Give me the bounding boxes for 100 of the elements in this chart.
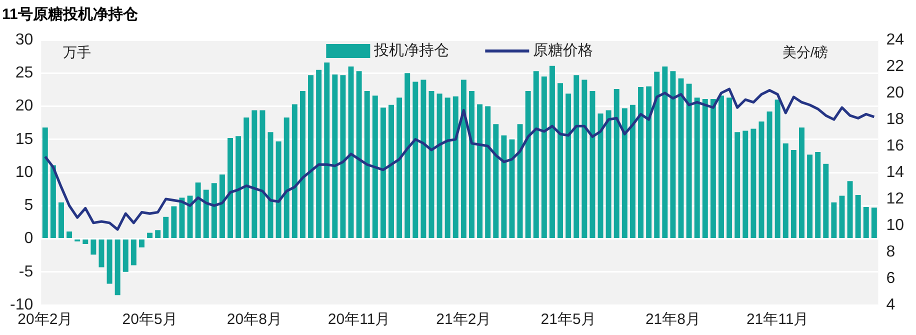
bar [622, 108, 628, 238]
bar [654, 72, 660, 238]
bar [807, 154, 813, 238]
y2-tick-label: 4 [886, 296, 896, 314]
bar [284, 118, 290, 238]
bar [219, 174, 225, 238]
bar [203, 190, 209, 238]
bar [98, 240, 104, 268]
bar [412, 82, 418, 238]
bar [372, 96, 378, 238]
bar [106, 240, 112, 284]
bar [517, 124, 523, 238]
y-axis-title: 万手 [63, 44, 92, 60]
bar [469, 91, 474, 238]
bar [662, 66, 668, 238]
y2-tick-label: 8 [886, 243, 896, 260]
x-tick-label: 21年11月 [746, 311, 809, 328]
bar [460, 80, 466, 238]
y2-axis-title: 美分/磅 [782, 44, 828, 60]
bar [171, 206, 177, 238]
legend-label: 投机净持仓 [373, 42, 450, 60]
bar [509, 139, 515, 238]
bar [324, 62, 330, 238]
bar [348, 66, 354, 238]
y-tick-label: -5 [18, 263, 34, 280]
x-tick-label: 21年2月 [436, 311, 492, 328]
bar [396, 98, 402, 238]
bar [541, 76, 547, 238]
bar [252, 110, 258, 238]
x-tick-label: 20年11月 [328, 311, 390, 328]
x-tick-label: 20年8月 [226, 311, 282, 328]
bar [364, 91, 370, 238]
bar [50, 165, 56, 238]
bar [340, 75, 346, 238]
bar [316, 70, 322, 238]
bar [163, 216, 169, 238]
bar [420, 80, 426, 238]
bar [871, 208, 877, 238]
bar [388, 104, 394, 238]
bar [790, 150, 796, 238]
y2-tick-label: 14 [886, 164, 904, 181]
y-tick-label: 5 [24, 197, 34, 214]
bar [549, 66, 555, 238]
bar [702, 98, 708, 238]
bar [582, 80, 588, 238]
bar [292, 104, 298, 238]
y-tick-label: 15 [15, 130, 34, 148]
x-tick-label: 20年5月 [122, 311, 178, 328]
y2-tick-label: 16 [886, 137, 904, 154]
bar [147, 232, 153, 238]
bar [734, 132, 740, 238]
y-tick-label: 25 [15, 64, 34, 82]
bar [630, 104, 636, 238]
bar [758, 121, 764, 238]
bar [114, 240, 120, 296]
y2-tick-label: 6 [886, 270, 896, 287]
bar [566, 94, 572, 238]
bar [823, 164, 829, 238]
bar [485, 106, 491, 238]
bar [66, 231, 72, 238]
bar [211, 183, 217, 238]
bar [782, 143, 788, 238]
bar [90, 240, 96, 255]
bar [558, 83, 564, 238]
y-tick-label: 30 [15, 31, 34, 48]
bar [300, 91, 306, 238]
y2-tick-label: 12 [886, 190, 904, 208]
bar [155, 230, 161, 238]
y2-tick-label: 18 [886, 110, 904, 128]
bar [380, 108, 386, 238]
bar [42, 127, 48, 238]
bar [766, 112, 772, 238]
bar [244, 118, 250, 238]
bar [525, 91, 531, 238]
bar [590, 91, 596, 238]
bar [501, 135, 507, 238]
bar [774, 100, 780, 238]
bar [195, 182, 201, 238]
bar [670, 71, 676, 238]
bar [260, 110, 266, 238]
y-tick-label: -10 [10, 296, 34, 314]
bar [444, 98, 450, 238]
bar [638, 87, 644, 238]
bar [815, 152, 821, 238]
bar [130, 240, 136, 266]
y2-tick-label: 10 [886, 216, 904, 234]
chart-title: 11号原糖投机净持仓 [2, 6, 139, 24]
bar [268, 132, 274, 238]
bar [686, 84, 692, 238]
y2-tick-label: 20 [886, 84, 904, 102]
x-tick-label: 21年8月 [645, 311, 700, 328]
bar [356, 71, 362, 238]
bar [436, 94, 442, 238]
bar [187, 196, 193, 238]
bar [493, 124, 499, 238]
bar [574, 75, 580, 238]
bar [710, 98, 716, 238]
bar [742, 130, 748, 238]
bar [606, 110, 612, 238]
bar [718, 96, 724, 238]
